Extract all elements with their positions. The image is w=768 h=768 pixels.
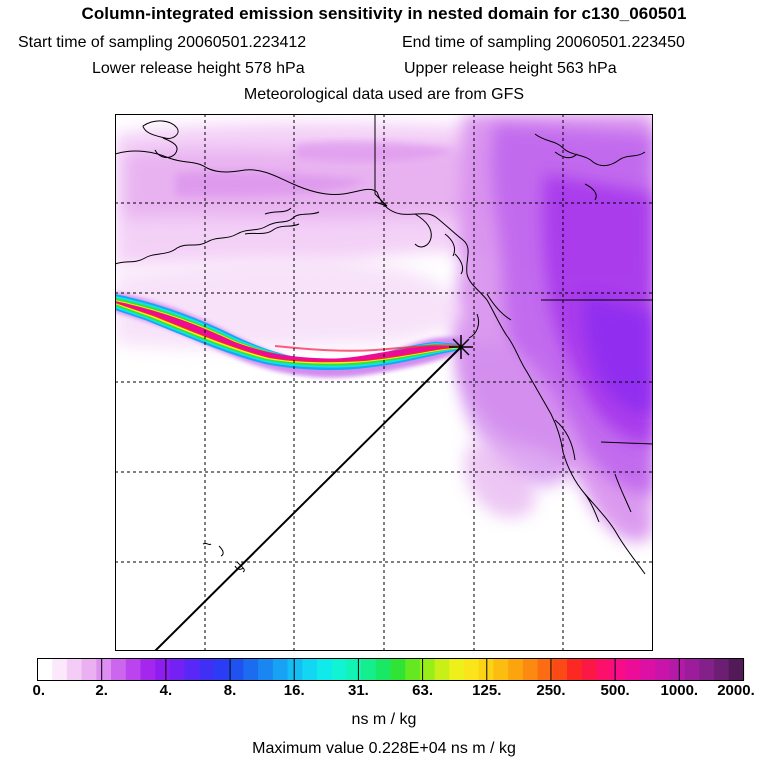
release-location-marker xyxy=(449,335,473,359)
sampling-times: Start time of sampling 20060501.223412 E… xyxy=(0,34,768,56)
colorbar-cell xyxy=(125,658,142,681)
flight-track-line xyxy=(154,346,462,651)
colorbar-cell xyxy=(714,658,730,681)
colorbar-cell xyxy=(728,658,745,681)
max-value-label: Maximum value 0.228E+04 ns m / kg xyxy=(252,740,516,757)
colorbar-tick-label: 250. xyxy=(536,682,566,699)
colorbar-cell xyxy=(449,658,465,681)
colorbar-cell xyxy=(346,658,362,681)
release-heights: Lower release height 578 hPa Upper relea… xyxy=(0,60,768,82)
colorbar-cell xyxy=(287,658,303,681)
colorbar-cell xyxy=(37,658,53,681)
colorbar-cell xyxy=(390,658,406,681)
colorbar-tick-label: 125. xyxy=(472,682,502,699)
colorbar-cell xyxy=(537,658,553,681)
plot-title: Column-integrated emission sensitivity i… xyxy=(81,4,687,23)
colorbar-frame xyxy=(37,658,744,681)
colorbar-cell xyxy=(66,658,83,681)
colorbar-cell xyxy=(214,658,230,681)
met-source-label: Meteorological data used are from GFS xyxy=(243,86,525,103)
colorbar-cell xyxy=(493,658,509,681)
colorbar-tick-label: 2000. xyxy=(717,682,755,699)
colorbar-cell xyxy=(140,658,156,681)
sampling-end-label: End time of sampling 20060501.223450 xyxy=(402,34,685,51)
colorbar-cell xyxy=(375,658,392,681)
upper-release-label: Upper release height 563 hPa xyxy=(404,60,617,77)
colorbar-cell xyxy=(596,658,612,681)
coastlines xyxy=(115,114,653,575)
colorbar-dividers xyxy=(101,658,680,681)
colorbar-cell xyxy=(228,658,245,681)
colorbar-cell xyxy=(272,658,289,681)
colorbar-cell xyxy=(258,658,274,681)
colorbar-cell xyxy=(331,658,347,681)
colorbar-cell xyxy=(199,658,215,681)
colorbar-cell xyxy=(508,658,524,681)
sampling-start-label: Start time of sampling 20060501.223412 xyxy=(18,34,307,51)
colorbar-cell xyxy=(655,658,671,681)
colorbar-cell xyxy=(405,658,421,681)
colorbar-units-label: ns m / kg xyxy=(351,711,417,728)
colorbar-tick-label: 4. xyxy=(159,682,173,699)
colorbar-cell xyxy=(169,658,186,681)
colorbar-tick-label: 500. xyxy=(600,682,630,699)
colorbar-cell xyxy=(640,658,656,681)
map-frame xyxy=(115,114,653,651)
colorbar-tick-label: 0. xyxy=(32,682,46,699)
colorbar-tick-label: 1000. xyxy=(660,682,699,699)
sensitivity-field xyxy=(115,114,653,542)
colorbar-cell xyxy=(567,658,583,681)
colorbar-cell xyxy=(581,658,598,681)
colorbar-cell xyxy=(552,658,568,681)
colorbar-cell xyxy=(699,658,715,681)
colorbar-cell xyxy=(52,658,68,681)
colorbar-cell xyxy=(434,658,450,681)
colorbar-cell xyxy=(184,658,200,681)
colorbar-cell xyxy=(96,658,112,681)
colorbar-tick-label: 8. xyxy=(223,682,237,699)
colorbar-tick-label: 63. xyxy=(412,682,434,699)
colorbar-cell xyxy=(81,658,97,681)
colorbar-tick-label: 2. xyxy=(95,682,108,699)
colorbar-cell xyxy=(361,658,377,681)
colorbar-cell xyxy=(684,658,700,681)
sensitivity-map xyxy=(115,114,653,651)
lower-release-label: Lower release height 578 hPa xyxy=(92,60,305,77)
colorbar-cell xyxy=(155,658,171,681)
colorbar-tick-label: 31. xyxy=(347,682,369,699)
colorbar-cell xyxy=(111,658,127,681)
colorbar-tick-label: 16. xyxy=(283,682,305,699)
colorbar-cell xyxy=(611,658,627,681)
colorbar-cell xyxy=(625,658,642,681)
colorbar-cell xyxy=(419,658,436,681)
colorbar xyxy=(37,658,745,681)
colorbar-cell xyxy=(669,658,686,681)
colorbar-cell xyxy=(464,658,480,681)
colorbar-cell xyxy=(316,658,333,681)
colorbar-cell xyxy=(243,658,259,681)
colorbar-cell xyxy=(522,658,539,681)
colorbar-cell xyxy=(302,658,318,681)
colorbar-cells xyxy=(37,658,745,681)
